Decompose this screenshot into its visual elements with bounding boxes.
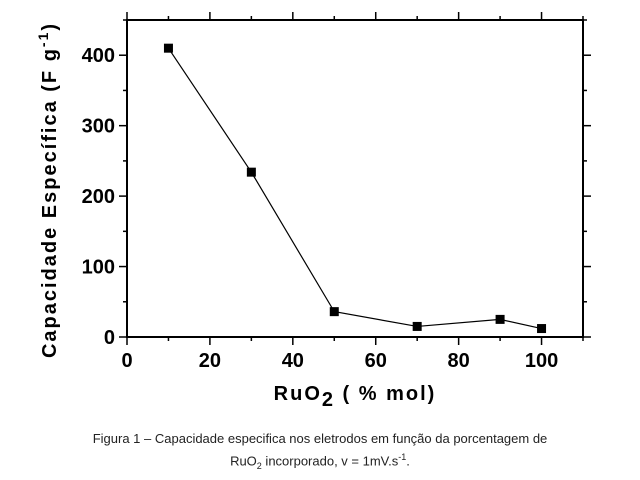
y-tick-label: 200 (82, 186, 115, 208)
caption-ruo-subscript: 2 (256, 460, 262, 471)
caption-end: . (406, 453, 410, 469)
plot-border (126, 19, 584, 338)
series-line (167, 47, 542, 330)
data-point (412, 321, 422, 331)
plot-frame (126, 19, 584, 338)
x-tick-label: 80 (448, 350, 470, 372)
data-point (163, 43, 173, 53)
y-axis: 0 100 200 300 400 (82, 19, 591, 349)
x-tick-label: 40 (282, 350, 304, 372)
y-tick-label: 100 (82, 257, 115, 279)
x-tick-label: 0 (121, 350, 132, 372)
y-tick-label: 0 (104, 327, 115, 349)
data-point (329, 307, 339, 317)
caption-ruo-text: RuO (230, 453, 257, 469)
caption-rate-superscript: -1 (398, 452, 407, 462)
figure-caption-line2: RuO2 incorporado, v = 1mV.s-1. (0, 448, 640, 476)
data-point (537, 324, 547, 334)
x-axis-title: RuO2 ( % mol) (274, 383, 437, 411)
data-point (246, 167, 256, 177)
figure-caption-line1: Figura 1 – Capacidade especifica nos ele… (92, 431, 548, 446)
y-tick-label: 400 (82, 45, 115, 67)
capacitance-chart: 0 100 200 300 400 0 20 40 60 80 100 RuO2 ( % mol)… (35, 12, 591, 411)
x-tick-label: 100 (525, 350, 558, 372)
data-points (163, 43, 547, 334)
data-point (495, 314, 505, 324)
y-axis-title: Capacidade Específica (F g-1) (35, 22, 61, 358)
x-tick-label: 60 (365, 350, 387, 372)
x-axis: 0 20 40 60 80 100 (121, 12, 584, 372)
x-tick-label: 20 (199, 350, 221, 372)
caption-rate-text: incorporado, v = 1mV.s (261, 453, 399, 469)
y-tick-label: 300 (82, 116, 115, 138)
